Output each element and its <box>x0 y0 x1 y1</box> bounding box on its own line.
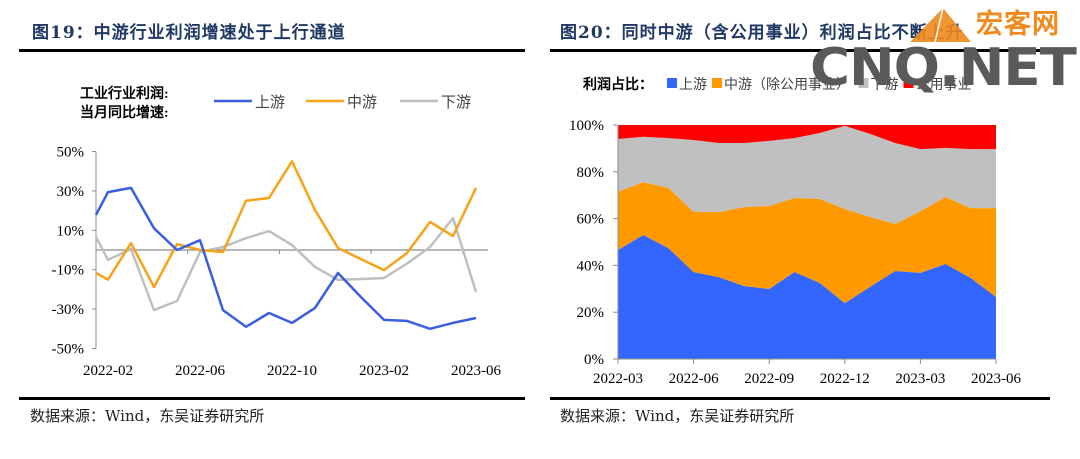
right-legend: 利润占比： 上游 中游（除公用事业） 下游 公用事业 <box>583 76 972 93</box>
right-chart-title: 图20：同时中游（含公用事业）利润占比不断上升 <box>560 23 964 43</box>
left-source-rule <box>19 397 525 400</box>
right-source-note: 数据来源：Wind，东吴证券研究所 <box>560 407 795 425</box>
left-y-tick-label: -30% <box>52 302 85 318</box>
right-area-series-2 <box>618 182 996 304</box>
left-x-tick-label: 2022-10 <box>267 363 317 379</box>
left-x-tick-label: 2023-06 <box>451 363 501 379</box>
right-area-series-3 <box>618 125 996 224</box>
right-x-tick-label: 2022-12 <box>820 371 870 387</box>
left-legend-label-2: 中游 <box>347 94 377 111</box>
left-legend-label-3: 下游 <box>441 94 471 111</box>
right-legend-label-1: 上游 <box>679 77 707 93</box>
left-y-tick-label: -50% <box>52 342 85 358</box>
left-y-tick-label: 30% <box>57 184 85 200</box>
left-y-tick-label: 10% <box>57 223 85 239</box>
right-y-tick-label: 100% <box>569 118 604 134</box>
right-area-series-1 <box>618 235 996 359</box>
right-y-tick-label: 60% <box>577 212 605 228</box>
left-legend: 工业行业利润: 当月同比增速: 上游 中游 下游 <box>80 85 471 121</box>
right-legend-title: 利润占比： <box>583 76 653 93</box>
right-legend-swatch-4 <box>903 78 914 88</box>
right-source-rule <box>550 397 1050 400</box>
right-legend-label-3: 下游 <box>871 77 899 93</box>
right-y-tick-label: 20% <box>577 305 605 321</box>
left-x-tick-label: 2023-02 <box>359 363 409 379</box>
left-chart-title: 图19：中游行业利润增速处于上行通道 <box>32 23 346 43</box>
left-legend-title-line2: 当月同比增速: <box>80 104 169 121</box>
right-y-tick-label: 80% <box>577 165 605 181</box>
left-x-tick-label: 2022-02 <box>83 363 133 379</box>
right-legend-swatch-2 <box>712 78 722 88</box>
right-legend-label-2: 中游（除公用事业） <box>724 77 850 93</box>
left-y-tick-label: -10% <box>52 263 85 279</box>
right-legend-label-4: 公用事业 <box>916 77 972 93</box>
right-x-tick-label: 2022-09 <box>744 371 794 387</box>
left-legend-label-1: 上游 <box>255 94 285 111</box>
right-y-tick-label: 40% <box>577 258 605 274</box>
right-legend-swatch-3 <box>858 78 869 88</box>
left-legend-title-line1: 工业行业利润: <box>80 85 169 102</box>
right-y-tick-label: 0% <box>584 352 604 368</box>
right-stacked-area-chart: 利润占比： 上游 中游（除公用事业） 下游 公用事业 100% 80% 60% 40% 20%… <box>569 76 1021 387</box>
right-title-rule <box>550 49 1050 52</box>
left-series-line-1 <box>94 186 477 331</box>
right-legend-swatch-1 <box>667 78 677 88</box>
left-source-note: 数据来源：Wind，东吴证券研究所 <box>30 407 265 425</box>
left-line-chart: 工业行业利润: 当月同比增速: 上游 中游 下游 50% 30% 10% -10% -30%… <box>52 85 502 379</box>
right-x-tick-label: 2023-06 <box>971 371 1021 387</box>
right-x-tick-label: 2022-06 <box>669 371 719 387</box>
left-series-line-3 <box>94 216 478 312</box>
left-series-line-2 <box>95 160 478 289</box>
left-title-rule <box>19 49 525 52</box>
right-x-tick-label: 2023-03 <box>895 371 945 387</box>
right-x-tick-label: 2022-03 <box>593 371 643 387</box>
watermark-brand: 宏客网 <box>976 9 1060 40</box>
right-area-series-4 <box>618 125 996 150</box>
left-x-tick-label: 2022-06 <box>175 363 225 379</box>
left-y-tick-label: 50% <box>57 145 85 161</box>
